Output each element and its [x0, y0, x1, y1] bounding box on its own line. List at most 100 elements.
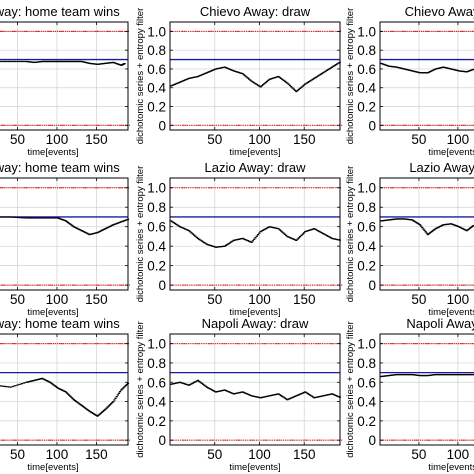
series-point — [287, 236, 290, 238]
dichotomic-mark-bottom — [314, 284, 316, 286]
series-point — [97, 63, 100, 65]
dichotomic-mark-top — [96, 187, 99, 189]
series-point — [265, 395, 269, 398]
dichotomic-mark-top — [315, 187, 318, 189]
dichotomic-mark-bottom — [71, 284, 74, 286]
dichotomic-mark-bottom — [4, 124, 6, 126]
series-point — [300, 234, 303, 237]
series-point — [414, 221, 417, 223]
x-axis-label: time[events] — [229, 147, 280, 158]
dichotomic-mark-bottom — [406, 284, 408, 286]
series-point — [309, 80, 312, 82]
dichotomic-mark-bottom — [173, 439, 175, 441]
series-point — [41, 217, 44, 219]
dichotomic-mark-top — [90, 343, 92, 345]
series-point — [87, 409, 90, 412]
series-point — [424, 231, 427, 233]
series-point — [437, 67, 441, 69]
dichotomic-mark-top — [74, 187, 76, 189]
dichotomic-mark-top — [463, 187, 465, 189]
dichotomic-mark-top — [317, 30, 320, 32]
y-tick-label: 0.2 — [147, 100, 166, 115]
series-point — [61, 60, 64, 63]
dichotomic-mark-top — [259, 343, 261, 345]
panel-title: Chievo Away: aw — [405, 4, 474, 19]
series-point — [78, 60, 81, 63]
dichotomic-mark-top — [232, 30, 234, 32]
series-point — [452, 373, 455, 376]
series-point — [254, 396, 257, 398]
dichotomic-mark-bottom — [30, 124, 32, 126]
dichotomic-mark-bottom — [454, 439, 457, 441]
series-point — [178, 81, 182, 83]
series-point — [230, 69, 233, 71]
dichotomic-mark-bottom — [85, 124, 88, 126]
y-axis-label: dichotomic series + entropy filter — [345, 8, 356, 145]
series-point — [172, 221, 175, 224]
series-point — [78, 403, 81, 405]
dichotomic-mark-bottom — [63, 439, 65, 441]
series-point — [445, 373, 448, 376]
series-point — [106, 226, 109, 229]
series-point — [94, 232, 97, 234]
dichotomic-mark-bottom — [186, 124, 188, 126]
series-point — [177, 225, 180, 227]
dichotomic-mark-top — [430, 30, 432, 32]
dichotomic-mark-bottom — [417, 124, 420, 126]
series-point — [213, 246, 216, 248]
dichotomic-mark-top — [60, 30, 63, 32]
dichotomic-mark-bottom — [77, 124, 79, 126]
series-point — [79, 229, 82, 231]
series-point — [318, 74, 321, 76]
series-point — [427, 233, 431, 235]
dichotomic-mark-top — [411, 343, 413, 345]
dichotomic-mark-top — [98, 30, 100, 32]
series-point — [71, 397, 74, 400]
series-point — [61, 219, 64, 221]
series-point — [467, 373, 471, 376]
series-point — [306, 81, 309, 84]
dichotomic-mark-bottom — [285, 284, 287, 286]
series-point — [90, 411, 93, 414]
dichotomic-mark-bottom — [87, 284, 89, 286]
axes-frame — [0, 333, 129, 446]
series-point — [277, 393, 280, 395]
series-point — [457, 373, 461, 376]
dichotomic-mark-bottom — [113, 439, 115, 441]
y-tick-label: 0.6 — [147, 62, 166, 77]
series-point — [237, 71, 240, 74]
series-point — [38, 61, 42, 63]
dichotomic-mark-bottom — [99, 124, 101, 126]
dichotomic-mark-top — [385, 343, 387, 345]
series-point — [422, 374, 425, 377]
series-point — [232, 70, 235, 72]
series-point — [124, 219, 127, 221]
series-point — [230, 241, 233, 243]
dichotomic-mark-bottom — [464, 439, 466, 441]
series-point — [460, 227, 463, 229]
series-point — [36, 378, 39, 381]
dichotomic-mark-top — [304, 30, 307, 32]
dichotomic-mark-bottom — [6, 124, 8, 126]
series-point — [296, 394, 299, 396]
series-point — [125, 219, 128, 221]
series-point — [88, 410, 91, 412]
series-point — [241, 237, 244, 240]
series-point — [413, 374, 416, 376]
dichotomic-mark-top — [405, 187, 407, 189]
series-point — [323, 71, 326, 73]
dichotomic-mark-bottom — [415, 124, 418, 126]
dichotomic-mark-top — [35, 187, 38, 189]
series-point — [124, 384, 127, 387]
dichotomic-mark-bottom — [182, 439, 185, 441]
dichotomic-mark-bottom — [452, 124, 455, 126]
dichotomic-mark-bottom — [173, 284, 175, 286]
dichotomic-mark-top — [54, 343, 57, 345]
dichotomic-mark-top — [326, 187, 328, 189]
series-point — [461, 227, 464, 230]
dichotomic-mark-bottom — [61, 439, 64, 441]
series-point — [267, 226, 270, 229]
series-point — [402, 218, 405, 220]
dichotomic-mark-bottom — [386, 124, 388, 126]
dichotomic-mark-bottom — [460, 284, 463, 286]
